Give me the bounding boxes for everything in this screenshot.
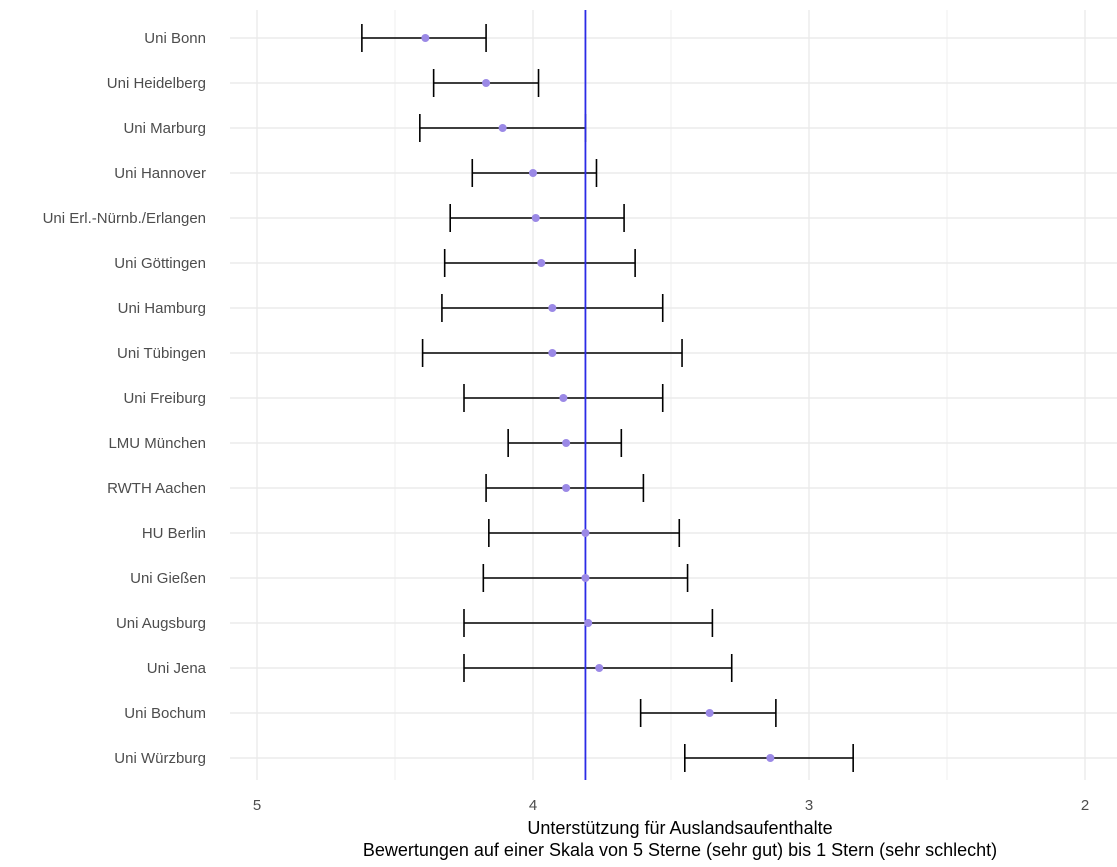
mean-points (421, 34, 775, 762)
mean-point (705, 709, 714, 717)
mean-point (595, 664, 604, 672)
mean-point (562, 439, 571, 447)
x-axis-ticks: 5 4 3 2 (253, 797, 1089, 814)
y-tick-label: Uni Tübingen (117, 345, 206, 362)
y-tick-label: Uni Bochum (124, 705, 206, 722)
x-axis-title: Unterstützung für Auslandsaufenthalte (527, 818, 832, 838)
y-tick-label: Uni Jena (147, 660, 207, 677)
mean-point (531, 214, 540, 222)
y-axis-labels: Uni Bonn Uni Heidelberg Uni Marburg Uni Han… (43, 30, 207, 767)
x-tick-label: 4 (529, 797, 537, 814)
y-tick-label: Uni Marburg (123, 120, 206, 137)
y-tick-label: Uni Heidelberg (107, 75, 206, 92)
y-tick-label: Uni Erl.-Nürnb./Erlangen (43, 210, 206, 227)
error-bars (361, 10, 854, 780)
y-tick-label: Uni Augsburg (116, 615, 206, 632)
mean-point (482, 79, 491, 87)
mean-point (498, 124, 507, 132)
y-tick-label: LMU München (108, 435, 206, 452)
y-tick-label: Uni Göttingen (114, 255, 206, 272)
mean-point (581, 529, 590, 537)
y-tick-label: Uni Gießen (130, 570, 206, 587)
y-tick-label: Uni Hamburg (118, 300, 206, 317)
mean-point (766, 754, 775, 762)
mean-point (537, 259, 546, 267)
y-tick-label: Uni Freiburg (123, 390, 206, 407)
mean-point (559, 394, 568, 402)
mean-point (581, 574, 590, 582)
x-tick-label: 5 (253, 797, 261, 814)
mean-point (562, 484, 571, 492)
mean-point (421, 34, 430, 42)
x-axis-subtitle: Bewertungen auf einer Skala von 5 Sterne… (363, 840, 997, 860)
mean-point (548, 304, 557, 312)
y-tick-label: Uni Hannover (114, 165, 206, 182)
mean-point (529, 169, 537, 177)
mean-point (584, 619, 593, 627)
y-tick-label: Uni Würzburg (114, 750, 206, 767)
y-tick-label: RWTH Aachen (107, 480, 206, 497)
x-tick-label: 2 (1081, 797, 1089, 814)
y-tick-label: HU Berlin (142, 525, 206, 542)
x-tick-label: 3 (805, 797, 813, 814)
grid (230, 10, 1117, 780)
mean-point (548, 349, 557, 357)
y-tick-label: Uni Bonn (144, 30, 206, 47)
